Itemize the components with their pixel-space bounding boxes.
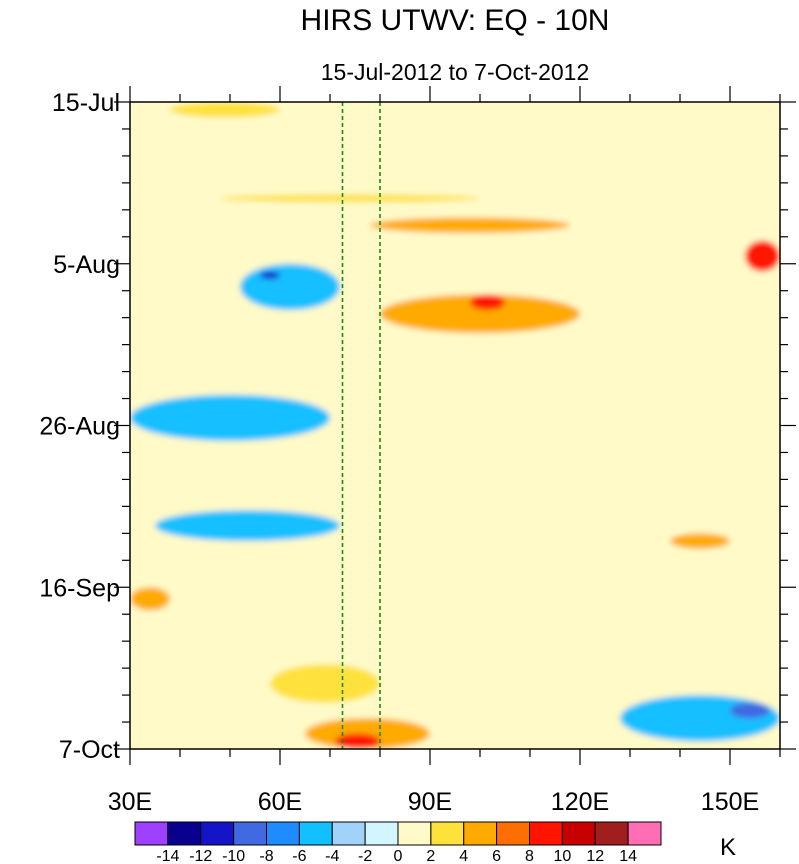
anomaly-feature xyxy=(240,263,340,310)
reference-lines xyxy=(341,102,381,749)
colorbar-swatch xyxy=(167,821,202,846)
colorbar-swatch xyxy=(134,821,169,846)
colorbar-label: 8 xyxy=(525,848,534,864)
anomaly-feature xyxy=(730,702,770,719)
x-tick-label: 120E xyxy=(551,788,609,816)
colorbar-units: K xyxy=(720,834,736,861)
y-tick-label: 7-Oct xyxy=(59,736,120,764)
anomaly-feature xyxy=(380,294,580,334)
y-tick-label: 15-Jul xyxy=(52,89,120,117)
colorbar-label: 14 xyxy=(619,848,637,864)
anomaly-feature xyxy=(670,533,730,549)
colorbar-label: 2 xyxy=(426,848,435,864)
anomaly-feature xyxy=(220,194,480,203)
anomaly-feature xyxy=(370,217,570,233)
colorbar-label: -12 xyxy=(189,848,212,864)
x-tick-label: 60E xyxy=(258,788,302,816)
colorbar-label: 4 xyxy=(459,848,468,864)
colorbar-label: -2 xyxy=(358,848,372,864)
colorbar-swatch xyxy=(364,821,399,846)
colorbar-swatch xyxy=(430,821,465,846)
colorbar-swatch xyxy=(200,821,235,846)
colorbar-swatch xyxy=(529,821,563,846)
colorbar-label: -8 xyxy=(259,848,273,864)
chart-subtitle: 15-Jul-2012 to 7-Oct-2012 xyxy=(321,59,590,85)
anomaly-feature xyxy=(130,587,170,611)
colorbar-label: 6 xyxy=(492,848,501,864)
x-axis: 30E 60E 90E 120E 150E xyxy=(108,86,781,816)
anomaly-feature xyxy=(155,510,340,542)
anomaly-field xyxy=(130,102,780,749)
x-tick-label: 90E xyxy=(408,788,452,816)
colorbar-swatch xyxy=(561,821,596,846)
colorbar-label: 10 xyxy=(553,848,571,864)
colorbar-label: -14 xyxy=(156,848,179,864)
colorbar-label: 0 xyxy=(394,848,403,864)
y-tick-label: 26-Aug xyxy=(39,413,120,441)
colorbar-label: -6 xyxy=(292,848,306,864)
anomaly-feature xyxy=(620,695,780,742)
colorbar-label: -10 xyxy=(222,848,245,864)
anomaly-feature xyxy=(270,664,380,703)
colorbar-swatch xyxy=(233,821,267,846)
anomaly-feature xyxy=(260,271,280,280)
x-tick-label: 150E xyxy=(701,788,759,816)
colorbar-label: -4 xyxy=(325,848,339,864)
colorbar: -14 -12 -10 -8 -6 -4 -2 0 2 4 6 8 10 12 14 xyxy=(134,821,662,864)
colorbar-swatch xyxy=(496,821,530,846)
colorbar-swatch xyxy=(594,821,629,846)
y-tick-label: 16-Sep xyxy=(39,574,120,602)
colorbar-label: 12 xyxy=(586,848,604,864)
x-tick-label: 30E xyxy=(108,788,152,816)
anomaly-feature xyxy=(170,102,280,118)
colorbar-swatch xyxy=(266,821,300,846)
anomaly-blobs xyxy=(130,102,780,749)
colorbar-swatch xyxy=(331,821,366,846)
colorbar-swatch xyxy=(397,821,432,846)
anomaly-feature xyxy=(470,294,505,310)
colorbar-swatch xyxy=(463,821,498,846)
y-tick-label: 5-Aug xyxy=(53,251,120,279)
anomaly-feature xyxy=(130,394,330,441)
chart-title: HIRS UTWV: EQ - 10N xyxy=(301,4,610,37)
colorbar-swatch xyxy=(298,821,333,846)
colorbar-swatch xyxy=(627,821,662,846)
y-axis: 15-Jul 5-Aug 26-Aug 16-Sep 7-Oct xyxy=(39,89,796,764)
anomaly-feature xyxy=(745,240,780,272)
anomaly-feature xyxy=(335,733,380,749)
